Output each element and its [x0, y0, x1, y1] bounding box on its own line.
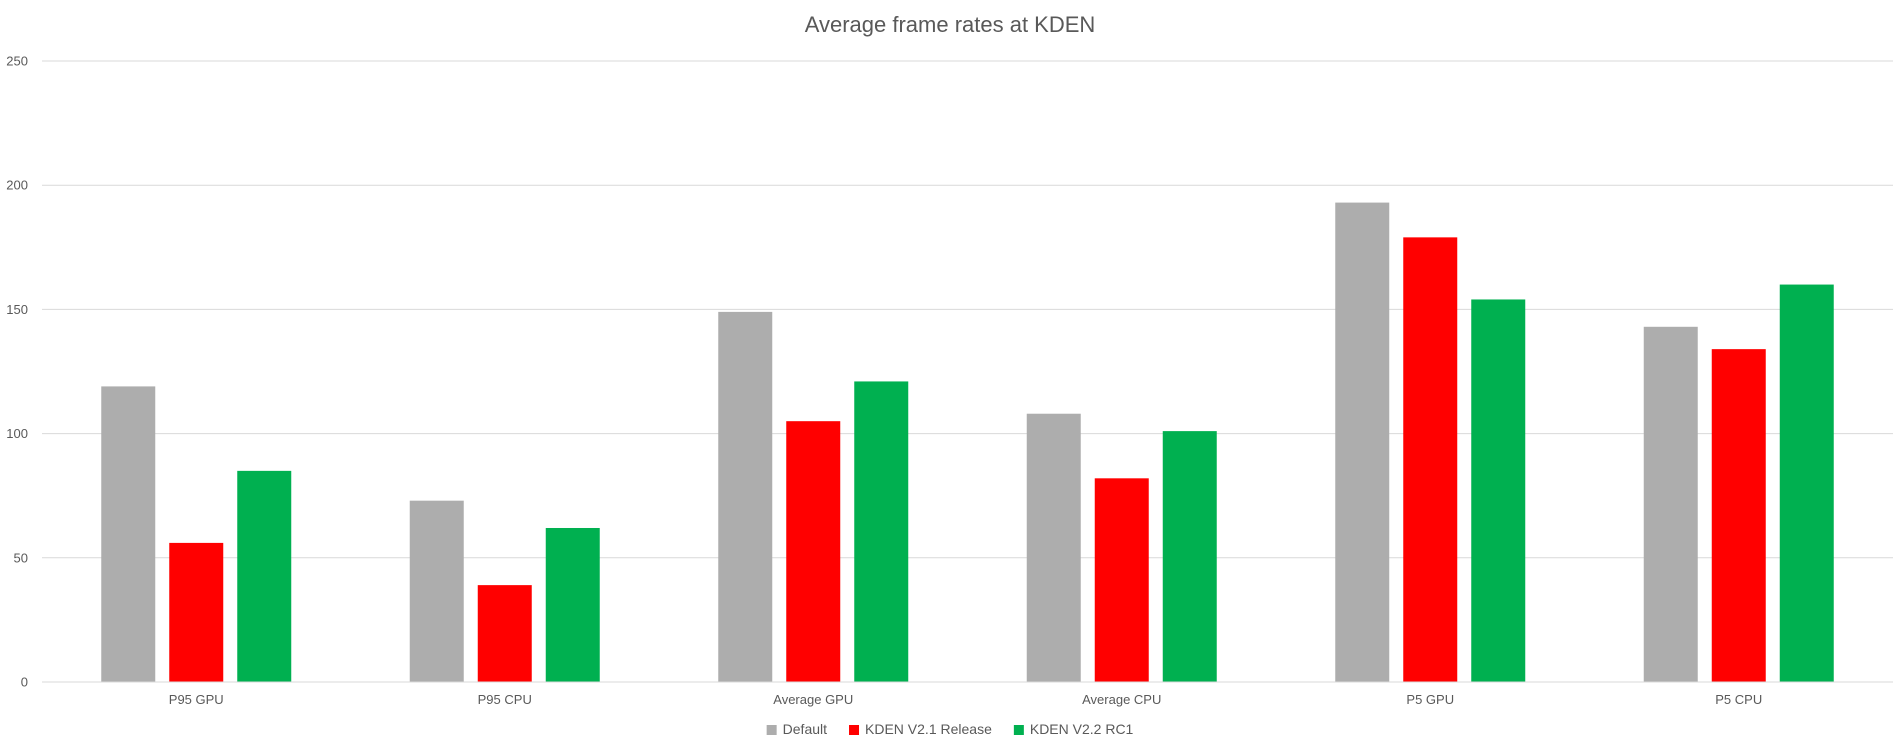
y-tick-label: 250	[6, 54, 28, 69]
bars	[101, 202, 1834, 682]
y-tick-label: 200	[6, 178, 28, 193]
bar-default-p5-cpu	[1643, 326, 1698, 682]
bar-default-p5-gpu	[1335, 202, 1390, 682]
legend: Default KDEN V2.1 Release KDEN V2.2 RC1	[766, 721, 1134, 737]
bar-kden-v2-2-rc1-p95-cpu	[545, 527, 600, 682]
legend-item: Default	[766, 721, 827, 737]
bar-kden-v2-2-rc1-average-cpu	[1162, 431, 1217, 682]
legend-label: Default	[783, 721, 827, 737]
y-tick-label: 0	[21, 675, 28, 690]
bar-kden-v2-1-release-average-gpu	[786, 421, 841, 682]
x-category-label: Average GPU	[773, 692, 853, 707]
y-tick-label: 150	[6, 302, 28, 317]
legend-swatch	[1013, 725, 1024, 735]
bar-kden-v2-1-release-average-cpu	[1094, 478, 1149, 682]
x-category-label: P5 CPU	[1715, 692, 1762, 707]
bar-default-average-cpu	[1026, 413, 1081, 682]
bar-default-p95-gpu	[101, 386, 156, 682]
chart-title: Average frame rates at KDEN	[805, 12, 1096, 37]
bar-kden-v2-1-release-p5-cpu	[1711, 349, 1766, 682]
x-category-label: P95 GPU	[169, 692, 224, 707]
x-category-label: P95 CPU	[478, 692, 532, 707]
y-axis-tick-labels: 0 50 100 150 200 250	[6, 54, 28, 690]
legend-swatch	[766, 725, 777, 735]
bar-kden-v2-1-release-p95-cpu	[477, 585, 532, 682]
bar-kden-v2-1-release-p5-gpu	[1403, 237, 1458, 682]
bar-kden-v2-2-rc1-p95-gpu	[237, 470, 292, 682]
gridlines	[42, 60, 1893, 559]
bar-default-average-gpu	[718, 311, 773, 682]
legend-swatch	[849, 725, 860, 735]
bar-kden-v2-2-rc1-p5-gpu	[1471, 299, 1526, 682]
legend-item: KDEN V2.2 RC1	[1013, 721, 1134, 737]
legend-label: KDEN V2.1 Release	[865, 721, 992, 737]
y-tick-label: 50	[14, 550, 28, 565]
x-category-label: P5 GPU	[1406, 692, 1454, 707]
x-category-label: Average CPU	[1082, 692, 1161, 707]
legend-item: KDEN V2.1 Release	[849, 721, 992, 737]
bar-kden-v2-2-rc1-p5-cpu	[1779, 284, 1834, 682]
legend-label: KDEN V2.2 RC1	[1030, 721, 1134, 737]
bar-kden-v2-1-release-p95-gpu	[169, 542, 224, 682]
x-axis-category-labels: P95 GPU P95 CPU Average GPU Average CPU P5 G…	[169, 692, 1762, 707]
y-tick-label: 100	[6, 426, 28, 441]
bar-kden-v2-2-rc1-average-gpu	[854, 381, 909, 682]
bar-default-p95-cpu	[409, 500, 464, 682]
